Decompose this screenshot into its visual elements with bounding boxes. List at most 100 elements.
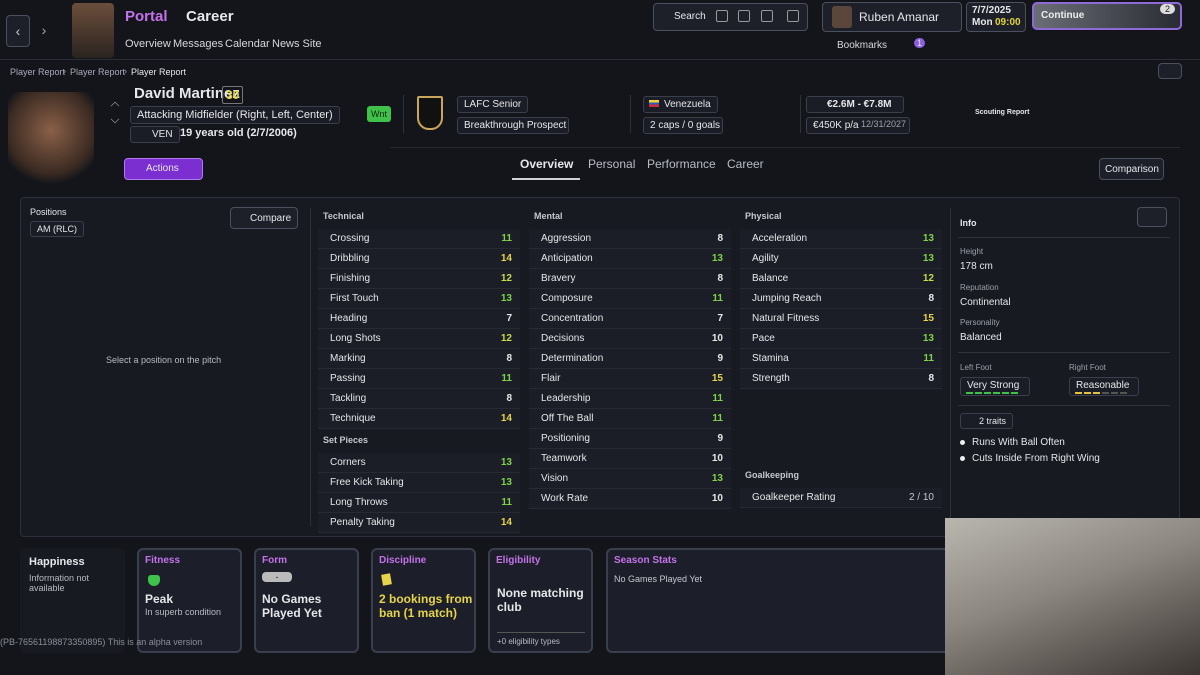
- nav-link[interactable]: Overview: [125, 38, 171, 50]
- attribute-value: 13: [922, 233, 934, 244]
- eligibility-card[interactable]: [488, 548, 593, 653]
- divider: [958, 352, 1170, 353]
- club-crest: [417, 96, 443, 130]
- continue-label[interactable]: Continue: [1041, 10, 1085, 21]
- attribute-name: Goalkeeper Rating: [752, 492, 836, 503]
- toolbar-icon[interactable]: [716, 10, 728, 22]
- fitness-card[interactable]: [137, 548, 242, 653]
- tab[interactable]: Career: [727, 157, 764, 171]
- inbox-badge[interactable]: 2: [1160, 4, 1176, 14]
- toolbar-icon[interactable]: [761, 10, 773, 22]
- comparison-button[interactable]: [1099, 158, 1164, 180]
- attribute-value: 11: [712, 293, 723, 304]
- discipline-card[interactable]: [371, 548, 476, 653]
- attribute-value: 7: [506, 313, 512, 324]
- prev-player[interactable]: [110, 101, 120, 111]
- actions-label[interactable]: Actions: [146, 163, 179, 174]
- card-title: Eligibility: [496, 555, 541, 566]
- toolbar-icon[interactable]: [738, 10, 750, 22]
- player-nation: VEN: [130, 126, 180, 143]
- nav-link[interactable]: News Site: [272, 38, 322, 50]
- toolbar-icon[interactable]: [787, 10, 799, 22]
- tab[interactable]: Overview: [520, 157, 574, 171]
- season-card[interactable]: [606, 548, 951, 653]
- compare-label[interactable]: Compare: [250, 213, 292, 224]
- bookmarks-menu[interactable]: Bookmarks: [837, 40, 888, 51]
- edit-button[interactable]: [1158, 63, 1182, 79]
- right-foot: Reasonable: [1069, 377, 1139, 396]
- info-label: Personality: [960, 318, 1000, 327]
- card-text: In superb condition: [145, 607, 222, 617]
- foot-bar: [1120, 392, 1127, 394]
- actions-button[interactable]: [124, 158, 203, 180]
- breadcrumb: Player Report: [131, 67, 187, 77]
- foot-bar: [975, 392, 982, 394]
- attribute-group-title: Set Pieces: [323, 435, 369, 445]
- foot-bar: [1011, 392, 1018, 394]
- tab[interactable]: Personal: [588, 157, 636, 171]
- attribute-value: 10: [711, 333, 723, 344]
- next-player[interactable]: [110, 114, 120, 124]
- info-label: Left Foot: [960, 363, 992, 372]
- notification-count[interactable]: 1: [914, 38, 926, 48]
- attribute-value: 8: [928, 293, 934, 304]
- attribute-name: Decisions: [541, 333, 585, 344]
- attribute-name: Strength: [752, 373, 790, 384]
- divider: [403, 95, 404, 133]
- attribute-name: Acceleration: [752, 233, 808, 244]
- attribute-row: [318, 289, 520, 309]
- attribute-name: Leadership: [541, 393, 591, 404]
- attribute-value: 13: [500, 477, 512, 488]
- forward-button[interactable]: ›: [41, 22, 47, 38]
- back-button[interactable]: ‹: [6, 15, 30, 47]
- attribute-group-title: Goalkeeping: [745, 470, 800, 480]
- prospect: Breakthrough Prospect: [457, 117, 569, 134]
- date: 7/7/2025: [972, 5, 1011, 16]
- attribute-value: 13: [500, 457, 512, 468]
- nav-link[interactable]: Messages: [173, 38, 224, 50]
- trait: Cuts Inside From Right Wing: [972, 453, 1100, 464]
- card-value: 2 bookings from ban (1 match): [379, 592, 473, 620]
- attribute-row: [318, 349, 520, 369]
- tab-underline: [512, 178, 580, 180]
- attribute-value: 9: [717, 353, 723, 364]
- compare-button[interactable]: [230, 207, 298, 229]
- foot-bar: [1002, 392, 1009, 394]
- breadcrumb[interactable]: Player Report: [10, 67, 66, 77]
- position-chip: AM (RLC): [30, 221, 84, 237]
- trait: Runs With Ball Often: [972, 437, 1065, 448]
- attribute-value: 8: [717, 233, 723, 244]
- attribute-name: Penalty Taking: [330, 517, 395, 528]
- info-button[interactable]: [1137, 207, 1167, 227]
- form-card[interactable]: [254, 548, 359, 653]
- attribute-row: [318, 409, 520, 429]
- attribute-row: [318, 453, 520, 473]
- career-menu[interactable]: Career: [186, 8, 234, 25]
- attribute-row: [740, 229, 942, 249]
- tab[interactable]: Performance: [647, 157, 716, 171]
- breadcrumb[interactable]: Player Report: [70, 67, 126, 77]
- nav-link[interactable]: Calendar: [225, 38, 270, 50]
- attribute-row: [740, 349, 942, 369]
- foot-bar: [1084, 392, 1091, 394]
- happiness-card: [20, 548, 125, 653]
- version-note: (PB-76561198873350895) This is an alpha …: [0, 637, 203, 647]
- comparison-label[interactable]: Comparison: [1105, 164, 1159, 175]
- wanted-tag: Wnt: [367, 106, 392, 122]
- attribute-name: Tackling: [330, 393, 367, 404]
- search-button[interactable]: Search: [674, 11, 706, 22]
- contract-end: 12/31/2027: [861, 119, 907, 129]
- attribute-value: 13: [922, 333, 934, 344]
- divider: [958, 405, 1170, 406]
- attribute-value: 8: [506, 393, 512, 404]
- continue-button[interactable]: [1032, 2, 1182, 30]
- attribute-name: Corners: [330, 457, 366, 468]
- form-badge: -: [262, 572, 292, 582]
- day: Mon: [972, 17, 993, 28]
- attribute-name: Passing: [330, 373, 366, 384]
- attribute-row: [318, 329, 520, 349]
- info-value: Continental: [960, 297, 1011, 308]
- attribute-name: Aggression: [541, 233, 592, 244]
- portal-menu[interactable]: Portal: [125, 8, 168, 25]
- card-title: Season Stats: [614, 555, 677, 566]
